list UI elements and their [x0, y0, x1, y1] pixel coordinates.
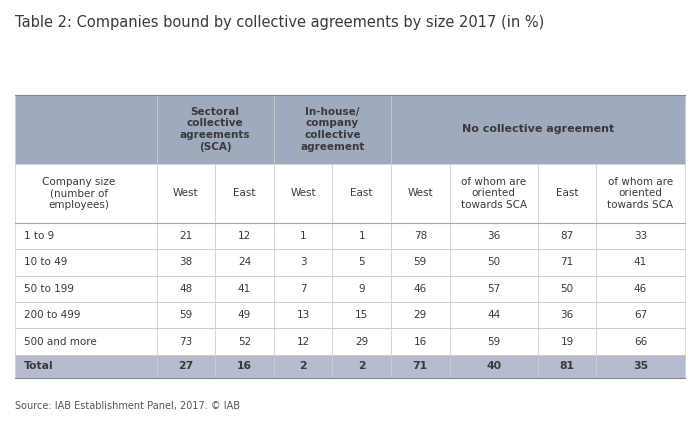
- Text: In-house/
company
collective
agreement: In-house/ company collective agreement: [300, 107, 365, 151]
- Text: of whom are
oriented
towards SCA: of whom are oriented towards SCA: [461, 177, 526, 210]
- Text: 29: 29: [355, 337, 368, 346]
- Text: 1: 1: [358, 231, 365, 241]
- Text: 71: 71: [413, 361, 428, 371]
- Text: 40: 40: [486, 361, 501, 371]
- Text: 50: 50: [561, 284, 573, 294]
- Text: 52: 52: [238, 337, 251, 346]
- Text: No collective agreement: No collective agreement: [461, 124, 614, 134]
- Text: 2: 2: [299, 361, 307, 371]
- Text: 36: 36: [487, 231, 500, 241]
- Text: Source: IAB Establishment Panel, 2017. © IAB: Source: IAB Establishment Panel, 2017. ©…: [15, 401, 240, 411]
- Text: 12: 12: [238, 231, 251, 241]
- Text: 10 to 49: 10 to 49: [24, 257, 67, 268]
- Text: Total: Total: [24, 361, 53, 371]
- Text: 67: 67: [634, 310, 647, 320]
- Text: 73: 73: [179, 337, 193, 346]
- Text: 2: 2: [358, 361, 365, 371]
- Text: 12: 12: [296, 337, 309, 346]
- Text: 1 to 9: 1 to 9: [24, 231, 54, 241]
- Text: East: East: [233, 188, 256, 198]
- Text: 13: 13: [296, 310, 309, 320]
- Text: 59: 59: [487, 337, 500, 346]
- Text: 200 to 499: 200 to 499: [24, 310, 80, 320]
- Text: 81: 81: [559, 361, 575, 371]
- Text: 78: 78: [414, 231, 427, 241]
- Text: 59: 59: [414, 257, 427, 268]
- Text: of whom are
oriented
towards SCA: of whom are oriented towards SCA: [608, 177, 673, 210]
- Text: 71: 71: [561, 257, 574, 268]
- Text: West: West: [290, 188, 316, 198]
- Text: 41: 41: [634, 257, 647, 268]
- Text: 3: 3: [300, 257, 307, 268]
- Text: 5: 5: [358, 257, 365, 268]
- Text: 49: 49: [238, 310, 251, 320]
- Text: 87: 87: [561, 231, 574, 241]
- Text: 41: 41: [238, 284, 251, 294]
- Text: 29: 29: [414, 310, 427, 320]
- Text: 50: 50: [487, 257, 500, 268]
- Text: 46: 46: [634, 284, 647, 294]
- Text: East: East: [556, 188, 578, 198]
- Text: 35: 35: [633, 361, 648, 371]
- Text: 48: 48: [179, 284, 193, 294]
- Text: West: West: [173, 188, 199, 198]
- Text: 36: 36: [561, 310, 574, 320]
- Text: 44: 44: [487, 310, 500, 320]
- Text: 15: 15: [355, 310, 368, 320]
- Text: 500 and more: 500 and more: [24, 337, 97, 346]
- Text: 1: 1: [300, 231, 307, 241]
- Text: 19: 19: [561, 337, 574, 346]
- Text: 46: 46: [414, 284, 427, 294]
- Text: Sectoral
collective
agreements
(SCA): Sectoral collective agreements (SCA): [180, 107, 251, 151]
- Text: 33: 33: [634, 231, 647, 241]
- Text: 57: 57: [487, 284, 500, 294]
- Text: West: West: [407, 188, 433, 198]
- Text: Company size
(number of
employees): Company size (number of employees): [42, 177, 116, 210]
- Text: East: East: [351, 188, 373, 198]
- Text: Table 2: Companies bound by collective agreements by size 2017 (in %): Table 2: Companies bound by collective a…: [15, 15, 545, 30]
- Text: 21: 21: [179, 231, 193, 241]
- Text: 24: 24: [238, 257, 251, 268]
- Text: 16: 16: [237, 361, 252, 371]
- Text: 7: 7: [300, 284, 307, 294]
- Text: 50 to 199: 50 to 199: [24, 284, 74, 294]
- Text: 59: 59: [179, 310, 193, 320]
- Text: 38: 38: [179, 257, 193, 268]
- Text: 9: 9: [358, 284, 365, 294]
- Text: 66: 66: [634, 337, 647, 346]
- Text: 16: 16: [414, 337, 427, 346]
- Text: 27: 27: [178, 361, 193, 371]
